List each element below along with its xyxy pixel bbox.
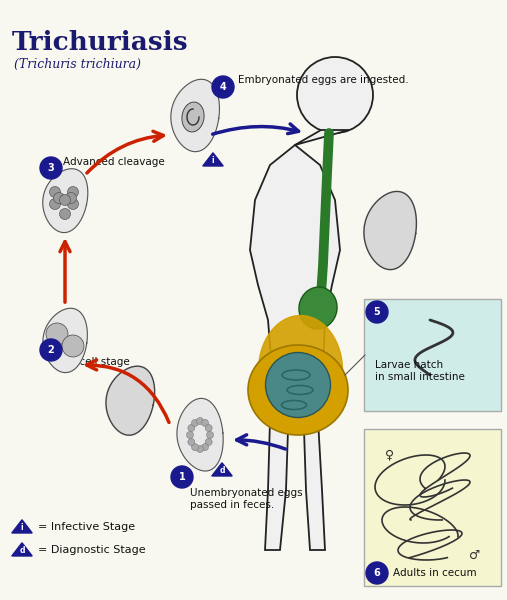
Polygon shape [177,398,223,471]
Text: Unembryonated eggs
passed in feces.: Unembryonated eggs passed in feces. [190,488,303,509]
Polygon shape [364,191,416,269]
Text: (Trichuris trichiura): (Trichuris trichiura) [14,58,141,71]
Text: ♀: ♀ [385,448,394,461]
Circle shape [59,194,70,205]
FancyBboxPatch shape [364,299,501,411]
Circle shape [50,187,60,197]
Circle shape [212,76,234,98]
Text: d: d [19,546,25,555]
Polygon shape [250,130,349,550]
Text: 5: 5 [374,307,380,317]
Circle shape [188,439,195,445]
Text: 2-cell stage: 2-cell stage [69,357,130,367]
Text: i: i [21,523,23,532]
Ellipse shape [248,345,348,435]
Text: ♂: ♂ [469,548,480,562]
Text: 4: 4 [220,82,226,92]
Circle shape [188,425,195,431]
Circle shape [54,193,64,203]
Text: = Diagnostic Stage: = Diagnostic Stage [38,545,146,555]
Ellipse shape [266,352,331,418]
Circle shape [67,199,79,209]
Circle shape [67,187,79,197]
Circle shape [197,445,203,452]
Circle shape [59,208,70,220]
Polygon shape [43,169,88,233]
Circle shape [46,323,68,345]
Text: Advanced cleavage: Advanced cleavage [63,157,165,167]
Ellipse shape [182,102,204,132]
Text: 1: 1 [178,472,186,482]
Text: 3: 3 [48,163,54,173]
Circle shape [187,431,194,439]
Polygon shape [212,463,232,476]
Circle shape [297,57,373,133]
Text: = Infective Stage: = Infective Stage [38,522,135,532]
Circle shape [201,443,208,451]
Circle shape [201,419,208,427]
Circle shape [50,199,60,209]
Polygon shape [12,520,32,533]
Circle shape [62,335,84,357]
Circle shape [171,466,193,488]
Polygon shape [43,308,87,373]
Text: Adults in cecum: Adults in cecum [393,568,477,578]
Text: Larvae hatch
in small intestine: Larvae hatch in small intestine [375,361,465,382]
Text: 6: 6 [374,568,380,578]
Text: d: d [219,466,225,475]
Circle shape [192,443,199,451]
Polygon shape [106,366,155,435]
Circle shape [40,339,62,361]
Circle shape [366,562,388,584]
Text: 2: 2 [48,345,54,355]
Ellipse shape [299,287,337,329]
Polygon shape [203,153,223,166]
Circle shape [192,419,199,427]
Polygon shape [171,79,220,152]
Polygon shape [12,543,32,556]
Text: i: i [212,156,214,165]
Text: Trichuriasis: Trichuriasis [12,30,189,55]
Circle shape [366,301,388,323]
Circle shape [205,439,212,445]
Circle shape [206,431,213,439]
Circle shape [40,157,62,179]
Circle shape [65,193,77,203]
Circle shape [205,425,212,431]
Text: Embryonated eggs are ingested.: Embryonated eggs are ingested. [238,75,409,85]
FancyBboxPatch shape [364,429,501,586]
Circle shape [197,418,203,425]
